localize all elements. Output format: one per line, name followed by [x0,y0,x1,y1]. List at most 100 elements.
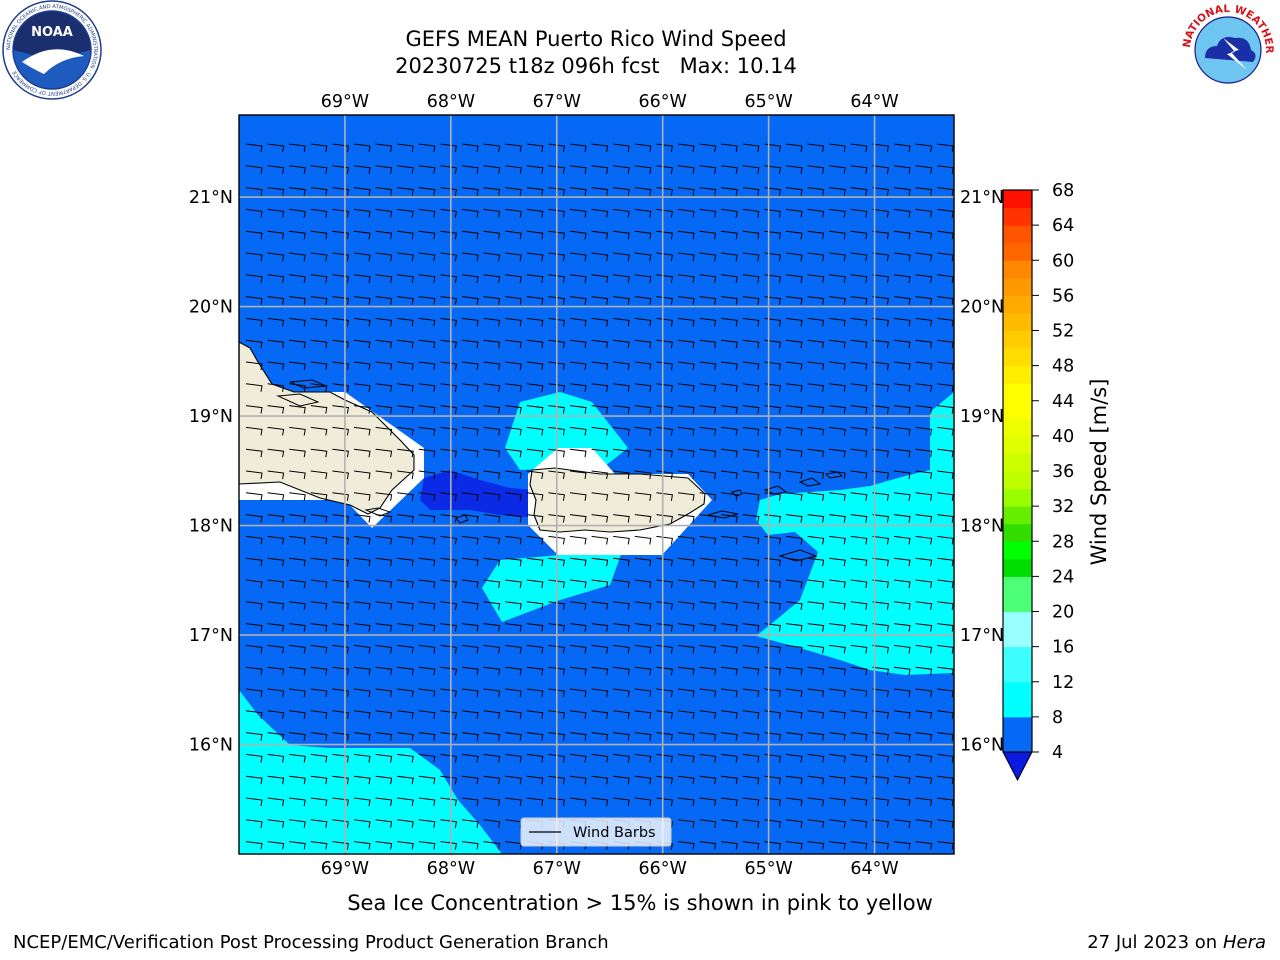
wind-barb [289,644,306,654]
wind-barb [656,753,673,763]
wind-barb [829,448,846,458]
wind-barb [721,666,738,676]
wind-barb [656,644,673,654]
wind-barb [850,775,868,785]
wind-barb [483,841,501,850]
wind-barb [289,165,306,174]
wind-barb [656,579,673,589]
wind-barb [807,535,825,545]
wind-barb [613,339,630,349]
wind-barb [418,470,436,480]
lat-tick-label-left: 19°N [189,407,233,427]
wind-barb [483,361,501,371]
wind-barb [548,601,565,610]
wind-barb [397,841,414,850]
wind-barb [829,252,846,262]
wind-barb [677,753,695,763]
wind-barb [721,165,738,174]
island-st-croix [778,549,818,562]
wind-barb [267,426,285,436]
wind-barb [569,208,587,218]
wind-barb [526,274,544,283]
wind-barb [526,492,544,501]
wind-barb [461,644,479,654]
wind-barb [893,339,911,349]
wind-barb [785,143,803,153]
wind-barb [418,710,436,719]
wind-barb [375,710,393,719]
wind-barb [461,187,479,196]
wind-barb [721,470,738,480]
wind-barb [937,819,954,828]
wind-barb [418,514,436,523]
wind-barb [677,688,695,698]
wind-barb [353,644,371,654]
wind-barb [505,666,522,676]
wind-barb [440,644,457,654]
wind-barb [764,819,781,828]
wind-barb [699,361,717,371]
wind-barb [937,797,954,807]
wind-barb [375,470,393,480]
wind-barb [310,797,328,807]
wind-barb [483,383,501,392]
wind-barb [872,405,889,414]
wind-barbs [245,143,954,850]
wind-barb [461,688,479,698]
wind-barb [591,361,609,371]
wind-barb [915,557,933,567]
wind-barb [764,644,781,654]
wind-barb [353,666,371,676]
wind-barb [785,296,803,305]
wind-barb [699,252,717,262]
wind-barb [569,187,587,196]
wind-barb [829,383,846,392]
wind-barb [893,165,911,174]
wind-barb [483,317,501,327]
wind-barb [289,339,306,349]
wind-barb [721,841,738,850]
wind-barb [613,492,630,501]
wind-barb [505,274,522,283]
wind-barb [245,143,263,153]
wind-barb [613,601,630,610]
wind-barb [677,448,695,458]
wind-barb [461,492,479,501]
wind-barb [591,448,609,458]
wind-barb [397,557,414,567]
wind-barb [267,317,285,327]
wind-barb [656,187,673,196]
wind-barb [569,601,587,610]
colorbar-segment [1003,418,1032,437]
wind-barb [829,797,846,807]
wind-barb [505,383,522,392]
wind-barb [613,274,630,283]
wind-barb [332,383,349,392]
wind-barb [332,274,349,283]
wind-barb [397,644,414,654]
wind-barb [677,470,695,480]
wind-barb [332,317,349,327]
lat-tick-label-left: 16°N [189,736,233,756]
wind-barb [721,405,738,414]
wind-barb [440,361,457,371]
wind-barb [418,753,436,763]
wind-barb [353,710,371,719]
wind-barb [461,535,479,545]
wind-barb [353,470,371,480]
wind-barb [375,688,393,698]
wind-barb [872,187,889,196]
wind-barb [505,579,522,589]
wind-barb [721,143,738,153]
wind-barb [699,841,717,850]
wind-barb [526,165,544,174]
wind-barb [850,666,868,676]
wind-barb [613,557,630,567]
wind-barb [461,579,479,589]
wind-barb [461,165,479,174]
colorbar-segment [1003,330,1032,349]
wind-barb [353,492,371,501]
wind-barb [569,666,587,676]
wind-barb [915,753,933,763]
wind-barb [872,492,889,501]
